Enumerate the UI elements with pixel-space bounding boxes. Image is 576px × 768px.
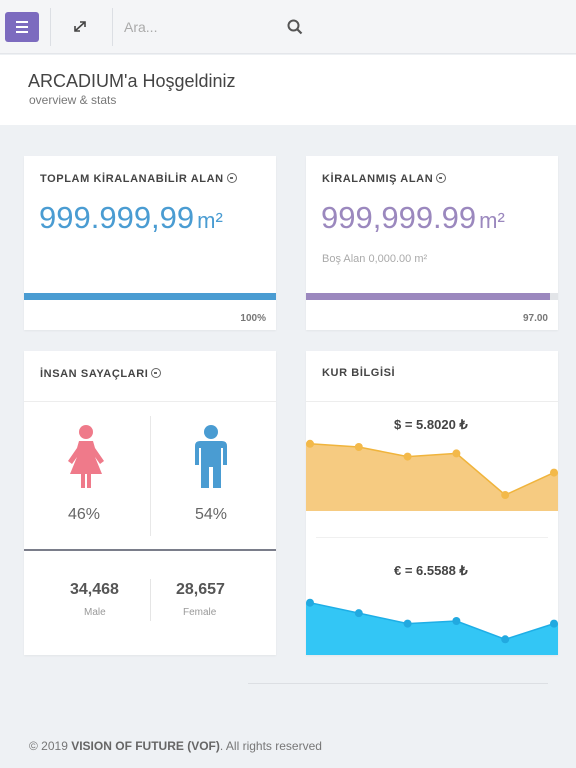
footer: © 2019 VISION OF FUTURE (VOF). All right… xyxy=(29,739,322,753)
data-point[interactable] xyxy=(306,439,314,448)
card-title: TOPLAM KİRALANABİLİR ALAN xyxy=(40,173,224,185)
expand-icon xyxy=(74,21,86,32)
card-title: KİRALANMIŞ ALAN xyxy=(322,173,434,185)
top-bar xyxy=(0,0,576,54)
usd-rate: $ = 5.8020 ₺ xyxy=(394,417,468,432)
male-label: Male xyxy=(84,607,106,618)
toolbar-divider xyxy=(50,8,51,46)
usd-chart xyxy=(306,439,558,511)
page-title: ARCADIUM'a Hoşgeldiniz xyxy=(28,71,236,91)
card-title: KUR BİLGİSİ xyxy=(322,367,396,379)
female-percentage: 46% xyxy=(68,506,101,523)
info-circle-icon[interactable] xyxy=(436,173,447,183)
male-count: 34,468 xyxy=(70,581,119,598)
data-point[interactable] xyxy=(452,617,461,625)
female-count: 28,657 xyxy=(176,581,225,598)
data-point[interactable] xyxy=(403,619,412,628)
search-button[interactable] xyxy=(284,16,306,38)
info-circle-icon[interactable] xyxy=(226,173,237,183)
menu-button[interactable] xyxy=(5,12,39,42)
company-name: VISION OF FUTURE (VOF) xyxy=(71,739,220,753)
eur-chart xyxy=(306,598,558,655)
data-point[interactable] xyxy=(501,635,510,644)
data-point[interactable] xyxy=(452,449,461,458)
data-point[interactable] xyxy=(403,452,412,461)
progress-fill xyxy=(24,293,276,300)
total-area-progress xyxy=(24,293,276,300)
gender-split: 46% 54% xyxy=(24,401,276,551)
progress-label: 100% xyxy=(240,313,266,324)
vacant-area-note: Boş Alan 0,000.00 m² xyxy=(322,253,428,265)
eur-rate: € = 6.5588 ₺ xyxy=(394,563,468,578)
progress-fill xyxy=(306,293,551,300)
data-point[interactable] xyxy=(306,598,314,607)
fullscreen-button[interactable] xyxy=(66,14,94,40)
rented-area-card: KİRALANMIŞ ALAN 999,999.99 m² Boş Alan 0,… xyxy=(306,156,558,330)
female-label: Female xyxy=(183,607,217,618)
hamburger-icon xyxy=(16,21,28,23)
female-icon xyxy=(68,425,104,488)
area-fill xyxy=(306,443,558,511)
data-point[interactable] xyxy=(354,609,363,618)
series-line xyxy=(309,443,555,496)
page-header: ARCADIUM'a Hoşgeldiniz overview & stats xyxy=(0,55,576,125)
male-percentage: 54% xyxy=(195,506,228,523)
data-point[interactable] xyxy=(550,619,558,628)
page-subtitle: overview & stats xyxy=(29,93,117,107)
card-title: İNSAN SAYAÇLARI xyxy=(40,368,149,380)
people-counter-card: İNSAN SAYAÇLARI 46% 54% 34,468 Male 28,6… xyxy=(24,351,276,655)
progress-label: 97.00 xyxy=(522,313,548,324)
rented-area-value: 999,999.99 m² xyxy=(321,200,505,235)
currency-card: KUR BİLGİSİ $ = 5.8020 ₺ € = 6.5588 ₺ xyxy=(306,351,558,655)
search-icon xyxy=(287,19,303,35)
data-point[interactable] xyxy=(550,468,558,477)
male-icon xyxy=(195,425,227,488)
info-circle-icon[interactable] xyxy=(151,368,162,378)
total-area-card: TOPLAM KİRALANABİLİR ALAN 999.999,99 m² 1… xyxy=(24,156,276,330)
total-area-value: 999.999,99 m² xyxy=(39,200,223,235)
data-point[interactable] xyxy=(501,491,510,499)
rented-area-progress xyxy=(306,293,558,300)
search-input[interactable] xyxy=(124,14,274,40)
toolbar-divider xyxy=(112,8,113,46)
data-point[interactable] xyxy=(354,443,363,451)
series-line xyxy=(309,601,555,641)
